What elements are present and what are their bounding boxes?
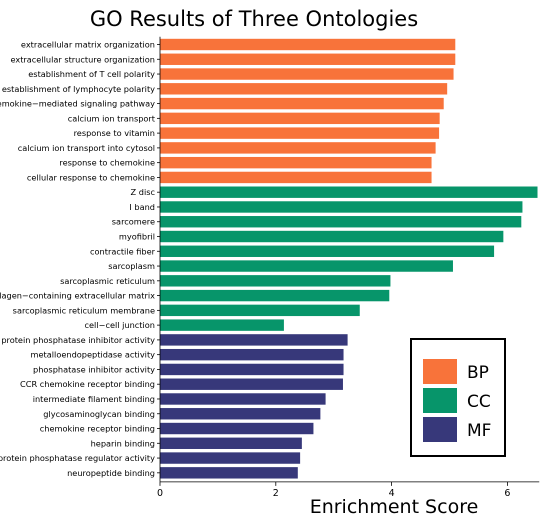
bar [160,156,432,169]
legend-swatch [423,388,457,413]
bar [160,260,453,272]
category-label: response to vitamin [74,128,155,138]
category-label: sarcomere [112,217,155,227]
bar [160,437,302,449]
legend: BP CC MF [410,338,506,457]
category-label: myofibril [119,232,155,242]
category-label: extracellular matrix organization [21,40,155,50]
bar [160,171,432,184]
bar [160,348,344,361]
legend-swatch [423,359,457,384]
category-label: sarcoplasm [108,261,155,271]
bar [160,83,448,95]
category-label: contractile fiber [90,246,156,256]
x-tick-label: 4 [389,488,395,499]
bar [160,393,326,405]
bar [160,230,504,243]
category-label: intermediate filament binding [33,394,155,404]
category-label: metalloendopeptidase activity [31,350,156,360]
bar [160,142,436,154]
category-label: cell−cell junction [85,320,155,330]
bar [160,378,343,390]
category-label: glycosaminoglycan binding [43,409,155,419]
legend-label: MF [467,421,491,441]
x-tick-label: 2 [273,488,279,499]
category-label: establishment of lymphocyte polarity [2,84,155,94]
category-labels: extracellular matrix organization extrace… [0,40,160,478]
category-label: sarcoplasmic reticulum [60,276,155,286]
category-label: calcium ion transport into cytosol [18,143,155,153]
bar [160,68,454,80]
chart-title: GO Results of Three Ontologies [90,7,418,31]
category-label: extracellular structure organization [10,54,155,64]
bar [160,97,444,110]
bar [160,334,348,346]
category-label: protein phosphatase regulator activity [0,453,155,463]
x-tick-label: 6 [504,488,510,499]
category-label: cellular response to chemokine [27,172,155,182]
x-axis: 0 2 4 6 [157,36,540,499]
category-label: protein phosphatase inhibitor activity [1,335,155,345]
bar [160,245,495,257]
bar [160,319,284,331]
category-label: sarcoplasmic reticulum membrane [13,305,155,315]
bar [160,363,344,376]
category-label: response to chemokine [59,158,155,168]
bar [160,38,456,51]
category-label: I band [129,202,155,212]
category-label: neuropeptide binding [67,468,155,478]
bars-layer [160,38,538,479]
bar [160,201,523,213]
bar [160,275,391,287]
bar [160,304,360,317]
bar [160,467,298,479]
legend-label: BP [467,363,489,383]
x-tick-label: 0 [157,488,163,499]
category-label: phosphatase inhibitor activity [33,364,155,374]
bar [160,112,440,125]
bar [160,216,522,228]
bar [160,408,321,420]
category-label: calcium ion transport [68,113,156,123]
category-label: Z disc [131,187,155,197]
x-axis-label: Enrichment Score [310,496,479,518]
bar [160,422,314,435]
category-label: collagen−containing extracellular matrix [0,291,155,301]
bar [160,53,456,65]
bar [160,127,440,139]
bar [160,186,538,198]
category-label: heparin binding [91,438,155,448]
legend-label: CC [467,392,491,412]
category-label: establishment of T cell polarity [28,69,155,79]
category-label: CCR chemokine receptor binding [20,379,155,389]
legend-swatch [423,417,457,442]
category-label: chemokine−mediated signaling pathway [0,99,155,109]
bar [160,452,301,464]
bar [160,289,390,302]
category-label: chemokine receptor binding [40,424,155,434]
